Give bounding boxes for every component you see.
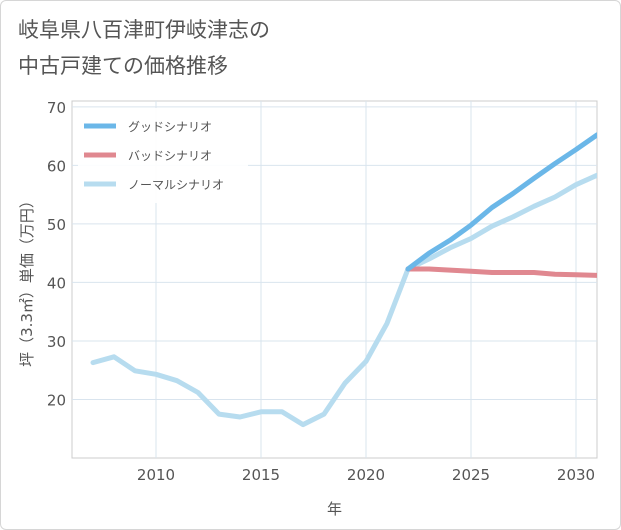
y-axis: 20 30 40 50 60 70 [47, 99, 66, 410]
y-tick-label: 60 [47, 157, 66, 175]
y-tick-label: 40 [47, 274, 66, 292]
legend-label: バッドシナリオ [128, 149, 212, 163]
series-layer [90, 132, 597, 428]
x-tick-label: 2015 [242, 466, 280, 484]
x-tick-label: 2020 [347, 466, 385, 484]
series-line-1 [405, 266, 597, 278]
x-axis: 2010 2015 2020 2025 2030 [137, 466, 595, 484]
y-tick-label: 30 [47, 333, 66, 351]
y-tick-label: 20 [47, 391, 66, 409]
y-tick-label: 70 [47, 99, 66, 117]
y-tick-label: 50 [47, 216, 66, 234]
series-line-0 [405, 132, 597, 272]
x-tick-label: 2030 [557, 466, 595, 484]
x-tick-label: 2010 [137, 466, 175, 484]
series-line-2 [90, 172, 597, 428]
x-tick-label: 2025 [452, 466, 490, 484]
legend-label: グッドシナリオ [128, 120, 212, 134]
legend-label: ノーマルシナリオ [128, 178, 224, 192]
chart-title: 岐阜県八百津町伊岐津志の 中古戸建ての価格推移 [18, 12, 270, 84]
chart-title-line1: 岐阜県八百津町伊岐津志の [18, 18, 270, 42]
y-axis-title: 坪（3.3㎡）単価（万円） [18, 193, 36, 367]
chart-title-line2: 中古戸建ての価格推移 [18, 54, 228, 78]
x-axis-title: 年 [327, 500, 342, 518]
